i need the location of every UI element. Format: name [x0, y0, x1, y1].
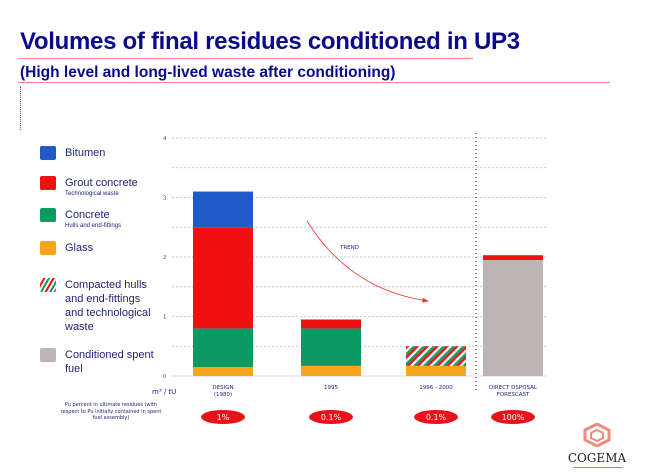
subtitle-underline: [18, 82, 610, 83]
legend-swatch: [40, 176, 56, 190]
pu-badge-label: 0.1%: [321, 413, 342, 422]
page-subtitle: (High level and long-lived waste after c…: [20, 64, 396, 81]
title-underline: [18, 58, 473, 59]
x-tick-label: DESIGN: [212, 385, 233, 391]
legend-label: Glass: [65, 242, 94, 254]
legend-swatch: [40, 278, 56, 292]
y-tick-label: 3: [163, 196, 167, 202]
y-tick-label: 4: [163, 136, 167, 142]
legend-label: Compacted hulls and end-fittings and tec…: [65, 279, 151, 333]
y-tick-label: 1: [163, 315, 167, 321]
bar-segment: [193, 191, 253, 228]
pu-badge: [414, 410, 458, 424]
bar-segment: [301, 328, 361, 366]
cogema-logo: COGEMA: [553, 422, 633, 468]
legend-label: Conditioned spent fuel: [65, 349, 154, 375]
bar-segment: [483, 255, 543, 260]
legend-swatch: [40, 208, 56, 222]
bar-segment: [406, 365, 466, 376]
x-tick-label: 1995: [324, 385, 338, 391]
page-title: Volumes of final residues conditioned in…: [20, 28, 520, 55]
bar-segment: [406, 346, 466, 366]
pu-note: Pu percent in ultimate residues (with re…: [60, 402, 162, 421]
y-tick-label: 2: [163, 255, 167, 261]
pu-badge-label: 0.1%: [426, 413, 447, 422]
trend-arrow: [306, 220, 429, 303]
bar-segment: [193, 328, 253, 368]
trend-annotation: TREND: [339, 245, 359, 251]
legend-label: Grout concrete Technological waste: [65, 176, 157, 198]
bar-segment: [193, 227, 253, 329]
legend-sublabel: Hulls and end-fittings: [65, 223, 122, 229]
bar-segment: [301, 319, 361, 329]
pu-badge: [309, 410, 353, 424]
x-tick-label: DIRECT DSPOSAL: [489, 385, 538, 391]
pu-badge-label: 100%: [502, 413, 525, 422]
x-tick-label: 1996 - 2000: [419, 385, 453, 391]
x-tick-label: FORESCAST: [497, 392, 530, 398]
y-axis-label: m³ / tU: [152, 388, 176, 396]
legend-sublabel: Technological waste: [65, 191, 119, 197]
legend-label: Concrete Hulls and end-fittings: [65, 208, 157, 230]
legend-label: Bitumen: [65, 147, 106, 159]
bar-segment: [483, 259, 543, 376]
legend-swatch: [40, 146, 56, 160]
y-tick-label: 0: [163, 374, 167, 380]
bar-segment: [193, 367, 253, 376]
pu-badge: [201, 410, 245, 424]
pu-badge: [491, 410, 535, 424]
dotted-divider: [20, 86, 21, 130]
legend-swatch: [40, 348, 56, 362]
pu-badge-label: 1%: [217, 413, 230, 422]
x-tick-label: (1980): [214, 392, 232, 398]
legend-swatch: [40, 241, 56, 255]
bar-segment: [301, 365, 361, 376]
logo-hexagon-icon: [583, 422, 611, 448]
